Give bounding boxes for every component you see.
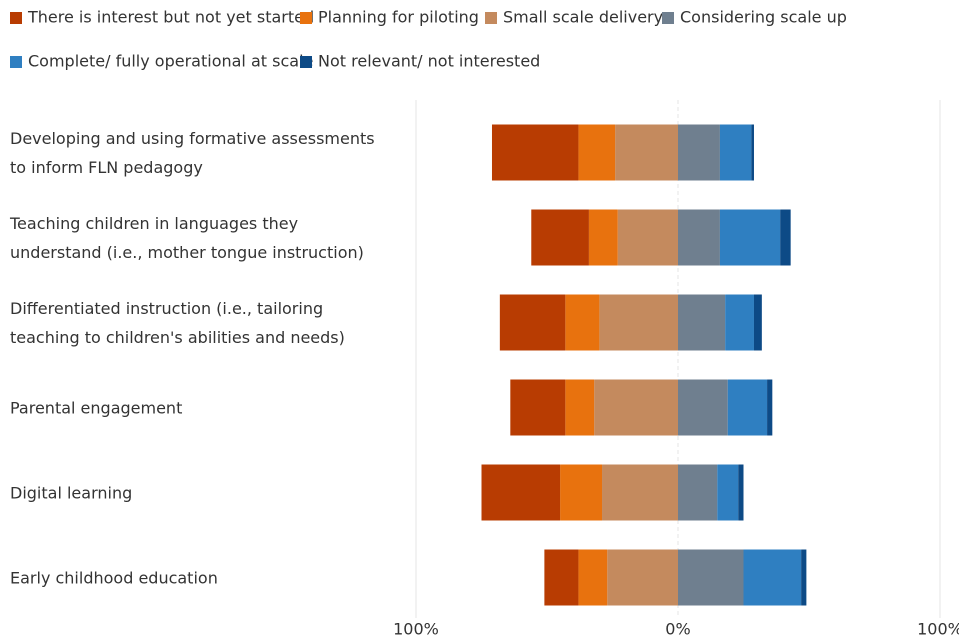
legend-label: Complete/ fully operational at scale <box>28 52 313 71</box>
legend-swatch <box>10 56 22 68</box>
x-tick-label: 100% <box>393 620 439 638</box>
legend-label: Planning for piloting <box>318 8 479 27</box>
bar-segment <box>678 124 720 181</box>
bar-segment <box>678 464 718 521</box>
bar-segment <box>594 379 678 436</box>
legend-label: Small scale delivery <box>503 8 663 27</box>
bar-segment <box>617 209 678 266</box>
legend-swatch <box>10 12 22 24</box>
x-tick-label: 100% <box>917 620 959 638</box>
bar-segment <box>481 464 561 521</box>
x-tick-label: 0% <box>665 620 690 638</box>
category-label: Early childhood education <box>10 568 218 587</box>
bar-segment <box>544 549 579 606</box>
bar-segment <box>780 209 791 266</box>
bar-segment <box>753 294 762 351</box>
bar-segment <box>751 124 754 181</box>
bar-segment <box>565 379 595 436</box>
category-label: Digital learning <box>10 483 133 502</box>
bar-segment <box>602 464 678 521</box>
legend-label: Considering scale up <box>680 8 847 27</box>
category-label: Parental engagement <box>10 398 183 417</box>
bar-segment <box>717 464 739 521</box>
bar-segment <box>531 209 589 266</box>
legend-swatch <box>662 12 674 24</box>
bar-segment <box>743 549 802 606</box>
legend-label: Not relevant/ not interested <box>318 52 540 71</box>
legend-swatch <box>300 56 312 68</box>
bar-segment <box>678 379 728 436</box>
bar-segment <box>719 209 781 266</box>
bar-segment <box>565 294 600 351</box>
legend-label: There is interest but not yet started <box>27 8 314 27</box>
bar-segment <box>738 464 744 521</box>
bar-segment <box>727 379 768 436</box>
bar-segment <box>678 209 720 266</box>
bar-segment <box>599 294 678 351</box>
bar-segment <box>678 294 726 351</box>
bar-segment <box>578 549 608 606</box>
bar-segment <box>678 549 744 606</box>
bar-segment <box>578 124 616 181</box>
bar-segment <box>801 549 807 606</box>
legend-swatch <box>300 12 312 24</box>
bar-segment <box>725 294 754 351</box>
category-label: Teaching children in languages they unde… <box>10 213 364 262</box>
bar-segment <box>560 464 603 521</box>
bar-segment <box>510 379 566 436</box>
bar-segment <box>588 209 618 266</box>
bar-segment <box>499 294 566 351</box>
bar-segment <box>491 124 579 181</box>
category-label: Developing and using formative assessmen… <box>10 128 375 177</box>
bar-segment <box>719 124 752 181</box>
bar-segment <box>767 379 773 436</box>
bar-segment <box>607 549 678 606</box>
category-label: Differentiated instruction (i.e., tailor… <box>10 298 345 347</box>
legend-swatch <box>485 12 497 24</box>
bar-segment <box>615 124 678 181</box>
